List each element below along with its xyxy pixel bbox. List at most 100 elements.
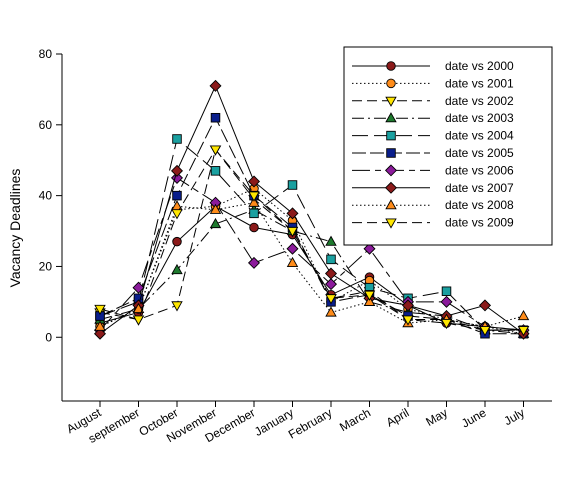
- series-10: [94, 145, 530, 337]
- legend-item: date vs 2001: [352, 76, 514, 90]
- data-point: [324, 267, 338, 280]
- data-point: [247, 175, 261, 188]
- legend-item: date vs 2002: [352, 94, 514, 108]
- x-tick-label: April: [384, 405, 412, 429]
- legend-marker: [384, 181, 398, 194]
- legend-label: date vs 2008: [445, 198, 514, 212]
- data-point: [93, 327, 107, 340]
- legend-marker: [386, 78, 396, 89]
- data-point: [286, 207, 299, 220]
- data-point: [172, 134, 182, 144]
- data-point: [363, 295, 376, 306]
- y-tick-label: 80: [39, 47, 53, 61]
- legend-label: date vs 2002: [445, 94, 514, 108]
- data-point: [249, 222, 259, 233]
- data-point: [517, 326, 530, 337]
- data-point: [171, 200, 183, 211]
- x-tick-label: February: [286, 405, 335, 441]
- data-point: [326, 254, 336, 265]
- data-point: [209, 217, 222, 229]
- legend-marker: [385, 96, 397, 107]
- series-line: [99, 138, 524, 331]
- data-point: [132, 315, 145, 326]
- legend-marker: [386, 148, 396, 158]
- data-point: [248, 196, 260, 207]
- data-point: [440, 295, 453, 308]
- data-point: [172, 190, 182, 201]
- x-tick-label: March: [337, 405, 373, 434]
- legend-marker: [384, 164, 398, 177]
- legend-item: date vs 2006: [352, 163, 514, 177]
- legend-marker: [386, 130, 396, 141]
- data-point: [363, 290, 376, 301]
- data-point: [172, 236, 182, 247]
- y-tick-label: 40: [39, 189, 53, 203]
- series-layer: [93, 79, 530, 340]
- legend-marker: [385, 199, 397, 210]
- data-point: [248, 191, 260, 202]
- legend-marker: [385, 218, 397, 229]
- data-point: [287, 180, 298, 190]
- legend-item: date vs 2000: [352, 59, 514, 73]
- legend-label: date vs 2009: [445, 216, 514, 230]
- data-point: [209, 79, 222, 92]
- data-point: [171, 209, 183, 220]
- data-point: [325, 294, 337, 305]
- legend-box: [343, 46, 553, 246]
- legend-item: date vs 2007: [352, 181, 514, 195]
- data-point: [402, 315, 414, 326]
- y-tick-label: 0: [45, 330, 52, 344]
- data-point: [325, 235, 337, 246]
- data-point: [132, 281, 145, 294]
- series-line: [99, 202, 524, 328]
- data-point: [210, 112, 221, 123]
- y-tick-label: 20: [39, 259, 53, 273]
- legend-label: date vs 2004: [445, 129, 514, 143]
- data-point: [479, 326, 491, 337]
- legend-item: date vs 2005: [352, 146, 514, 160]
- data-point: [440, 318, 453, 330]
- data-point: [478, 299, 492, 312]
- legend-item: date vs 2003: [352, 111, 514, 125]
- y-axis-title: Vacancy Deadlines: [7, 169, 23, 288]
- legend-marker: [386, 61, 396, 71]
- x-tick-label: July: [502, 405, 527, 428]
- data-point: [363, 242, 376, 255]
- legend-item: date vs 2004: [352, 129, 514, 143]
- series-line: [99, 148, 524, 331]
- legend-label: date vs 2005: [445, 146, 514, 160]
- legend-item: date vs 2009: [352, 216, 514, 230]
- data-point: [132, 302, 145, 314]
- data-point: [286, 256, 299, 268]
- data-point: [247, 256, 261, 269]
- data-point: [171, 301, 183, 312]
- data-point: [324, 278, 338, 291]
- data-point: [286, 226, 299, 238]
- data-point: [325, 306, 337, 317]
- data-point: [401, 299, 415, 312]
- legend-label: date vs 2000: [445, 59, 514, 73]
- data-point: [210, 166, 221, 176]
- legend-label: date vs 2006: [445, 163, 514, 177]
- y-tick-label: 60: [39, 118, 53, 132]
- data-point: [170, 164, 184, 177]
- data-point: [517, 309, 530, 321]
- series-line: [99, 209, 524, 335]
- data-point: [286, 242, 299, 255]
- series-line: [99, 177, 524, 331]
- legend: date vs 2000 date vs 2001 date vs 2002 date…: [343, 46, 553, 246]
- x-tick-label: June: [459, 405, 489, 430]
- x-tick-label: May: [423, 405, 450, 428]
- legend-item: date vs 2008: [352, 198, 514, 212]
- data-point: [171, 263, 183, 275]
- series-line: [99, 84, 524, 335]
- legend-marker: [385, 112, 397, 123]
- data-point: [94, 304, 106, 316]
- legend-label: date vs 2007: [445, 181, 514, 195]
- data-point: [209, 145, 222, 156]
- data-point: [94, 320, 106, 331]
- legend-label: date vs 2001: [445, 76, 514, 90]
- data-point: [209, 203, 222, 214]
- data-point: [249, 208, 259, 219]
